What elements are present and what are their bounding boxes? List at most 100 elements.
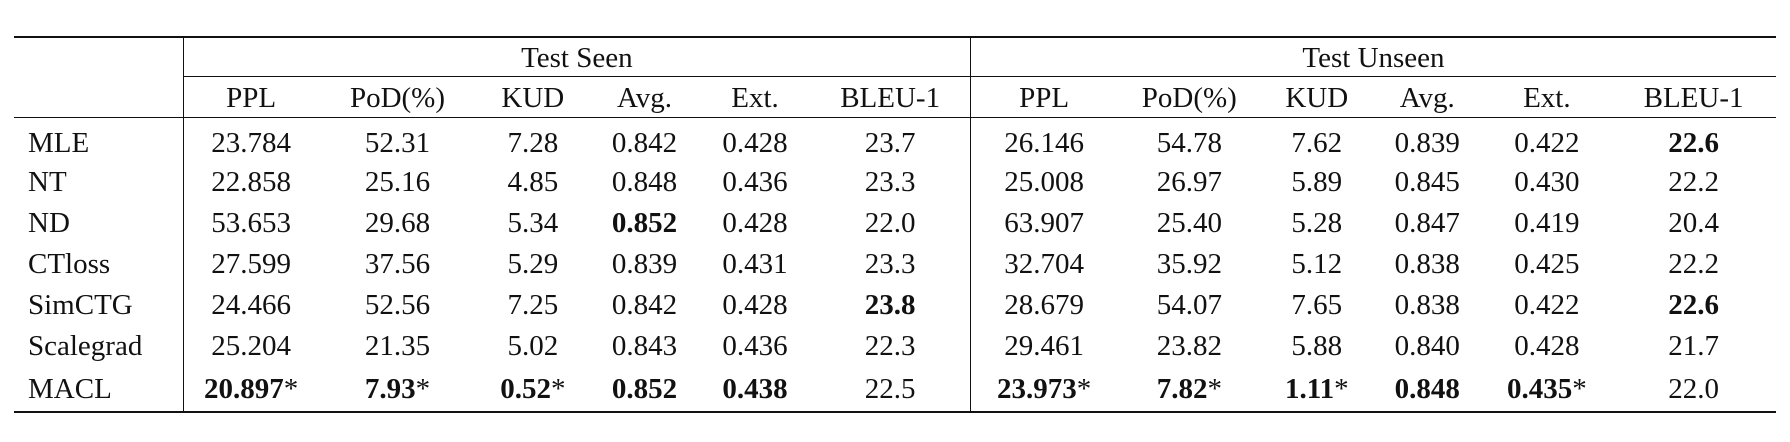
significance-mark: * <box>550 372 566 405</box>
method-name-cell: ND <box>28 207 70 239</box>
cell-value: 26.97 <box>1156 166 1222 198</box>
value-cell: 5.29 <box>476 244 589 285</box>
cell-value: 22.6 <box>1668 126 1719 159</box>
table-row: Scalegrad 25.204 21.35 5.02 0.843 0.436 22.3 29… <box>14 326 1776 367</box>
value-cell: 5.88 <box>1262 326 1373 367</box>
value-cell: 0.419 <box>1483 203 1612 244</box>
value-cell: 0.839 <box>589 244 700 285</box>
value-cell: 0.843 <box>589 326 700 367</box>
cell-value: 7.93 <box>364 372 416 405</box>
method-header-cell <box>14 76 184 118</box>
cell-value: 20.4 <box>1668 207 1719 239</box>
cell-value: 0.425 <box>1514 248 1580 280</box>
value-cell: 21.35 <box>319 326 477 367</box>
value-cell: 0.438 <box>699 367 811 413</box>
cell-value: 0.430 <box>1514 166 1580 198</box>
cell-value: 5.02 <box>507 330 559 362</box>
cell-value: 22.0 <box>864 207 916 239</box>
cell-value: 0.438 <box>722 372 788 405</box>
value-cell: 22.2 <box>1611 244 1776 285</box>
value-cell: 63.907 <box>970 203 1118 244</box>
value-cell: 25.204 <box>182 326 319 367</box>
value-cell: 5.28 <box>1262 203 1373 244</box>
value-cell: 0.848 <box>1372 367 1483 413</box>
value-cell: 0.436 <box>700 326 811 367</box>
value-cell: 0.839 <box>1372 118 1483 163</box>
cell-value: 0.436 <box>722 166 788 198</box>
significance-mark: * <box>415 372 431 405</box>
cell-value: 0.852 <box>611 372 678 405</box>
cell-value: 0.840 <box>1394 330 1460 362</box>
cell-value: 5.12 <box>1291 248 1343 280</box>
cell-value: 54.78 <box>1156 126 1222 159</box>
cell-value: 0.852 <box>611 207 678 239</box>
value-cell: 28.679 <box>970 285 1118 326</box>
cell-value: 32.704 <box>1004 248 1084 280</box>
column-header: PPL <box>970 76 1118 118</box>
cell-value: 25.16 <box>364 166 431 198</box>
significance-mark: * <box>1572 372 1587 405</box>
significance-mark: * <box>283 372 299 405</box>
cell-value: 0.843 <box>611 330 678 362</box>
cell-value: 21.35 <box>364 330 431 362</box>
cell-value: 23.3 <box>864 248 916 280</box>
value-cell: 5.02 <box>476 326 589 367</box>
value-cell: 25.008 <box>970 162 1118 203</box>
value-cell: 0.840 <box>1372 326 1483 367</box>
results-table: Test Seen Test Unseen PPL PoD(%) KUD Avg… <box>14 36 1776 413</box>
cell-value: 25.204 <box>211 330 291 362</box>
value-cell: 22.6 <box>1611 285 1776 326</box>
cell-value: 52.31 <box>364 126 431 159</box>
value-cell: 0.422 <box>1483 285 1612 326</box>
cell-value: 22.0 <box>1668 372 1719 405</box>
cell-value: 23.82 <box>1156 330 1222 362</box>
column-header-row: PPL PoD(%) KUD Avg. Ext. BLEU-1 PPL PoD(… <box>14 76 1776 118</box>
cell-value: 5.88 <box>1291 330 1343 362</box>
cell-value: 0.842 <box>611 289 678 321</box>
cell-value: 28.679 <box>1004 289 1084 321</box>
cell-value: 23.973 <box>996 372 1077 405</box>
cell-value: 0.435 <box>1506 372 1573 405</box>
value-cell: 23.8 <box>810 285 970 326</box>
cell-value: 0.839 <box>1394 126 1460 159</box>
cell-value: 0.848 <box>611 166 678 198</box>
value-cell: 26.97 <box>1117 162 1261 203</box>
value-cell: 0.852 <box>589 203 700 244</box>
value-cell: 22.0 <box>810 203 970 244</box>
value-cell: 0.842 <box>589 118 700 163</box>
cell-value: 0.431 <box>722 248 788 280</box>
cell-value: 5.34 <box>507 207 559 239</box>
cell-value: 0.422 <box>1514 126 1580 159</box>
value-cell: 27.599 <box>182 244 319 285</box>
value-cell: 25.16 <box>319 162 477 203</box>
value-cell: 5.12 <box>1262 244 1373 285</box>
group-header-row: Test Seen Test Unseen <box>14 36 1776 77</box>
group-header-test-unseen: Test Unseen <box>970 36 1776 77</box>
table-row: MACL 20.897* 7.93* 0.52* 0.852 0.438 22.5 23.97… <box>14 367 1776 413</box>
results-table-container: Test Seen Test Unseen PPL PoD(%) KUD Avg… <box>14 36 1776 413</box>
cell-value: 25.40 <box>1156 207 1222 239</box>
cell-value: 0.842 <box>611 126 678 159</box>
value-cell: 0.842 <box>589 285 700 326</box>
value-cell: 0.422 <box>1483 118 1612 163</box>
cell-value: 29.68 <box>364 207 431 239</box>
corner-cell <box>14 36 184 77</box>
significance-mark: * <box>1207 372 1222 405</box>
value-cell: 29.461 <box>970 326 1118 367</box>
value-cell: 7.82* <box>1117 367 1262 413</box>
cell-value: 7.82 <box>1156 372 1208 405</box>
table-row: NT 22.858 25.16 4.85 0.848 0.436 23.3 25.008 26.… <box>14 162 1776 203</box>
value-cell: 0.428 <box>700 118 811 163</box>
cell-value: 23.3 <box>864 166 916 198</box>
cell-value: 5.29 <box>507 248 559 280</box>
cell-value: 7.65 <box>1291 289 1343 321</box>
value-cell: 7.93* <box>318 367 477 413</box>
cell-value: 5.89 <box>1291 166 1343 198</box>
method-name-cell: SimCTG <box>28 289 133 321</box>
value-cell: 0.845 <box>1372 162 1483 203</box>
value-cell: 0.838 <box>1372 244 1483 285</box>
value-cell: 32.704 <box>970 244 1118 285</box>
value-cell: 21.7 <box>1611 326 1776 367</box>
value-cell: 53.653 <box>182 203 319 244</box>
column-header: PoD(%) <box>318 76 477 118</box>
